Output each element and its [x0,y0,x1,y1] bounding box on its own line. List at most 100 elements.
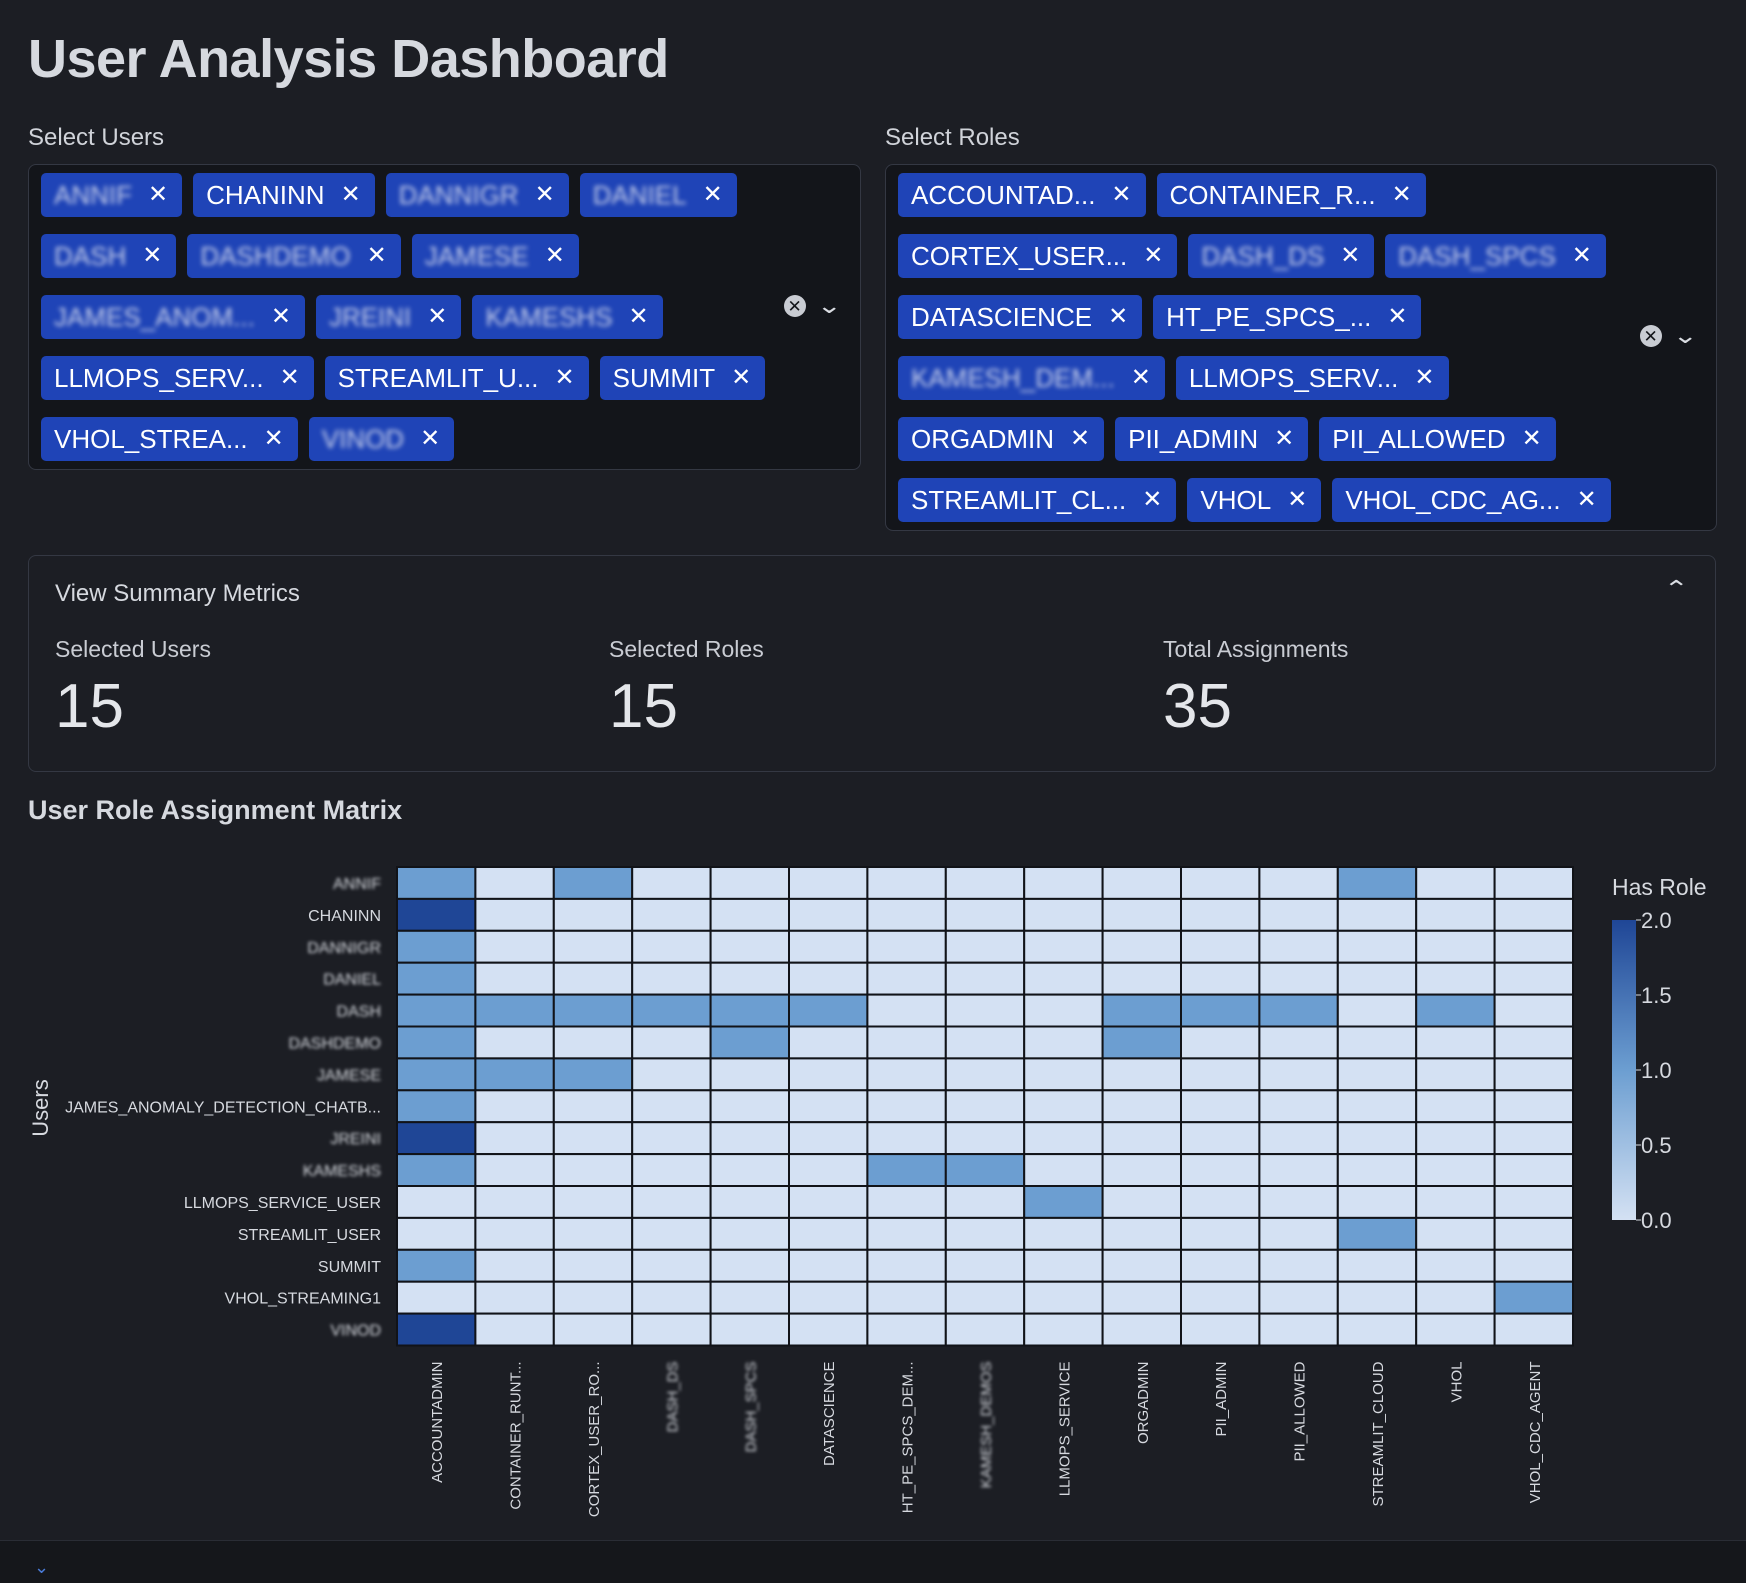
remove-chip-icon[interactable]: ✕ [628,303,649,330]
heatmap-cell [788,1025,869,1060]
heatmap-cell [1493,1280,1574,1315]
heatmap-cell [1180,1153,1261,1188]
remove-chip-icon[interactable]: ✕ [263,425,284,452]
remove-chip-icon[interactable]: ✕ [1391,181,1412,208]
remove-chip-icon[interactable]: ✕ [142,242,163,269]
y-tick-label: KAMESHS [303,1163,381,1180]
metric-selected-roles: Selected Roles 15 [609,636,764,742]
heatmap-cell [1180,1089,1261,1124]
heatmap-cell [396,1280,477,1315]
remove-chip-icon[interactable]: ✕ [270,303,291,330]
heatmap-cell [396,929,477,964]
heatmap-cell [1101,929,1182,964]
heatmap-cell [1101,1312,1182,1347]
remove-chip-icon[interactable]: ✕ [148,181,169,208]
user-chip: JAMESE ✕ [411,234,579,278]
clear-roles-icon[interactable]: ✕ [1639,325,1662,347]
remove-chip-icon[interactable]: ✕ [1576,486,1597,513]
heatmap-cell [396,1312,477,1347]
heatmap-cell [474,961,555,996]
x-tick-label: PII_ADMIN [1213,1362,1230,1437]
remove-chip-icon[interactable]: ✕ [1130,364,1151,391]
remove-chip-icon[interactable]: ✕ [1340,242,1361,269]
remove-chip-icon[interactable]: ✕ [544,242,565,269]
remove-chip-icon[interactable]: ✕ [1571,242,1592,269]
heatmap-cell [396,1153,477,1188]
remove-chip-icon[interactable]: ✕ [1143,242,1164,269]
heatmap-cell [1180,1280,1261,1315]
role-chip: ORGADMIN ✕ [898,417,1105,461]
remove-chip-icon[interactable]: ✕ [731,364,752,391]
role-chip-label: ORGADMIN [911,423,1054,454]
roles-multiselect[interactable]: ACCOUNTAD... ✕ CONTAINER_R... ✕ CORTEX_USER.… [885,164,1717,531]
heatmap-cell [1101,993,1182,1028]
select-users-label: Select Users [28,124,165,151]
y-tick-label: JAMES_ANOMALY_DETECTION_CHATB... [65,1099,381,1116]
heatmap-cell [1415,1280,1496,1315]
heatmap-cell [944,1057,1026,1092]
heatmap-cell [1493,961,1574,996]
remove-chip-icon[interactable]: ✕ [1070,425,1091,452]
remove-chip-icon[interactable]: ✕ [420,425,441,452]
colorbar [1612,920,1636,1220]
heatmap-cell [1023,993,1104,1028]
heatmap-cell [1101,1025,1182,1060]
y-tick-label: DASHDEMO [289,1035,381,1052]
chevron-down-icon[interactable]: ⌄ [34,1557,50,1577]
heatmap-cell [474,897,555,932]
remove-chip-icon[interactable]: ✕ [1287,486,1308,513]
x-tick-label: DASH_DS [664,1362,681,1433]
summary-expander-title[interactable]: View Summary Metrics [55,580,300,607]
heatmap-cell [788,1153,869,1188]
heatmap-cell [788,1248,869,1283]
y-tick-label: ANNIF [333,876,381,893]
role-chip: DASH_SPCS ✕ [1385,234,1606,278]
chevron-down-icon[interactable]: ⌄ [815,293,842,318]
heatmap-cell [552,1121,634,1156]
heatmap-cell [1023,866,1104,900]
role-chip: VHOL ✕ [1187,478,1322,522]
heatmap-cell [474,1089,555,1124]
remove-chip-icon[interactable]: ✕ [534,181,555,208]
heatmap-cell [631,961,712,996]
heatmap-cell [1101,1057,1182,1092]
users-multiselect[interactable]: ANNIF ✕ CHANINN ✕ DANNIGR ✕ DANIEL ✕ DASH ✕ DASHDE… [28,164,861,470]
heatmap-cell [1493,993,1574,1028]
remove-chip-icon[interactable]: ✕ [1274,425,1295,452]
remove-chip-icon[interactable]: ✕ [702,181,723,208]
remove-chip-icon[interactable]: ✕ [554,364,575,391]
heatmap-cell [788,1185,869,1219]
colorbar-tick-label: 2.0 [1641,908,1672,933]
remove-chip-icon[interactable]: ✕ [340,181,361,208]
user-chip: KAMESHS ✕ [472,295,663,339]
remove-chip-icon[interactable]: ✕ [1521,425,1542,452]
heatmap-cell [552,1025,634,1060]
heatmap-cell [1101,1185,1182,1219]
user-chip: JREINI ✕ [315,295,462,339]
heatmap-cell [788,993,869,1028]
remove-chip-icon[interactable]: ✕ [1111,181,1132,208]
clear-users-icon[interactable]: ✕ [783,295,806,317]
heatmap-cell [552,897,634,932]
user-chip-label: SUMMIT [612,362,716,393]
heatmap-cell [1101,1216,1182,1251]
heatmap-cell [1493,1121,1574,1156]
metric-value: 15 [55,672,124,741]
x-tick-label: LLMOPS_SERVICE [1056,1362,1073,1497]
role-chip-label: VHOL_CDC_AG... [1345,484,1561,515]
remove-chip-icon[interactable]: ✕ [1142,486,1163,513]
remove-chip-icon[interactable]: ✕ [1387,303,1408,330]
chevron-down-icon[interactable]: ⌄ [1671,323,1698,348]
remove-chip-icon[interactable]: ✕ [427,303,448,330]
remove-chip-icon[interactable]: ✕ [279,364,300,391]
heatmap-cell [552,1216,634,1251]
heatmap-cell [1336,993,1418,1028]
remove-chip-icon[interactable]: ✕ [1108,303,1129,330]
chevron-up-icon[interactable]: ⌃ [1662,576,1689,601]
heatmap-cell [1023,929,1104,964]
x-tick-label: KAMESH_DEMOS [978,1362,995,1489]
heatmap-cell [552,1312,634,1347]
remove-chip-icon[interactable]: ✕ [366,242,387,269]
metric-value: 15 [609,672,678,741]
remove-chip-icon[interactable]: ✕ [1414,364,1435,391]
